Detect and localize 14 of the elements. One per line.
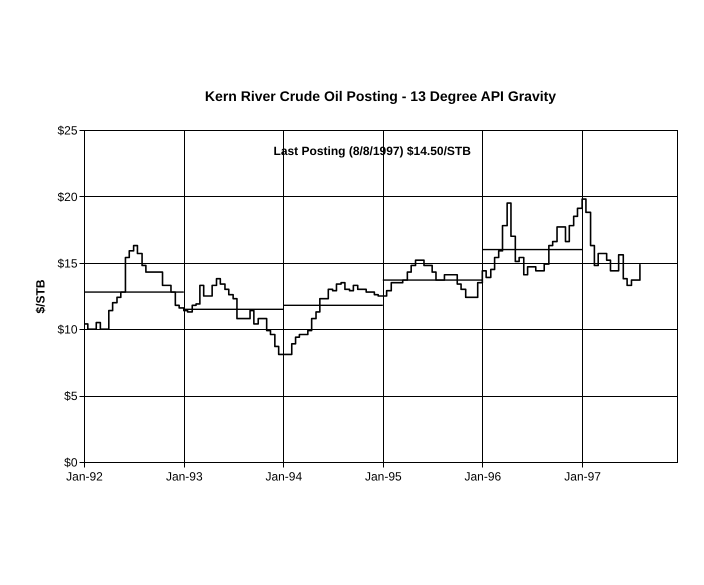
y-axis-title: $/STB bbox=[33, 279, 48, 314]
y-tick-label: $10 bbox=[57, 322, 78, 337]
y-tick-label: $15 bbox=[57, 256, 78, 270]
y-tick-label: $5 bbox=[64, 389, 78, 404]
x-tick-label: Jan-95 bbox=[364, 470, 402, 484]
y-tick-label: $20 bbox=[57, 190, 78, 204]
x-tick-label: Jan-93 bbox=[166, 470, 203, 484]
chart-title: Kern River Crude Oil Posting - 13 Degree API Gravity bbox=[204, 88, 556, 104]
x-tick-label: Jan-94 bbox=[265, 470, 302, 484]
y-tick-label: $25 bbox=[57, 124, 78, 138]
x-tick-label: Jan-92 bbox=[66, 470, 104, 484]
x-tick-label: Jan-97 bbox=[564, 470, 602, 484]
y-tick-label: $0 bbox=[64, 456, 78, 470]
x-tick-label: Jan-96 bbox=[464, 470, 502, 484]
